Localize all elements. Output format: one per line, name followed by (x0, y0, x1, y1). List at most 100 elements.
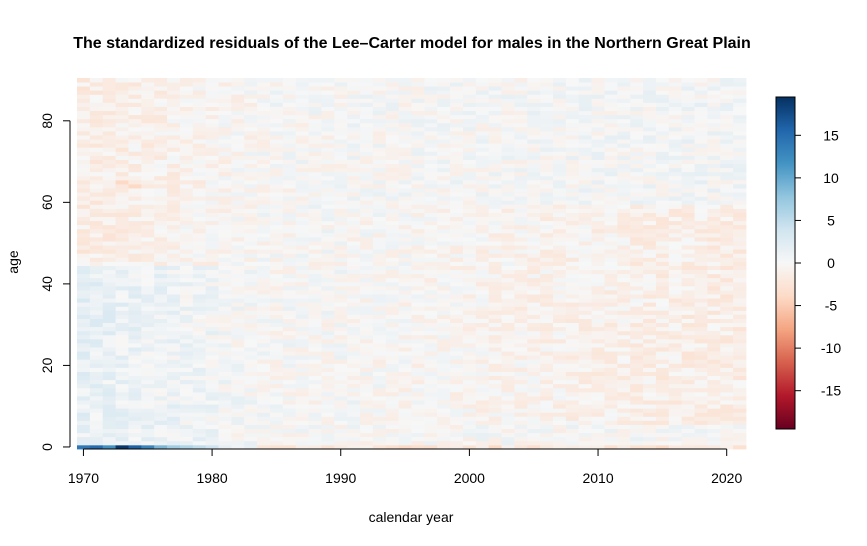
heatmap-cell (681, 143, 695, 148)
heatmap-cell (385, 163, 400, 169)
heatmap-cell (462, 375, 477, 381)
heatmap-cell (141, 245, 155, 250)
heatmap-cell (604, 343, 618, 348)
heatmap-cell (218, 126, 232, 132)
heatmap-cell (231, 261, 245, 266)
heatmap-cell (218, 196, 232, 201)
heatmap-cell (372, 139, 387, 144)
heatmap-cell (720, 338, 734, 344)
heatmap-cell (643, 196, 657, 201)
heatmap-cell (604, 379, 618, 385)
heatmap-cell (462, 184, 477, 189)
heatmap-cell (462, 351, 477, 356)
heatmap-cell (128, 326, 142, 332)
heatmap-cell (128, 396, 142, 401)
heatmap-cell (643, 94, 657, 99)
heatmap-cell (77, 314, 91, 319)
heatmap-cell (218, 265, 232, 271)
heatmap-cell (617, 277, 631, 283)
heatmap-cell (733, 432, 747, 438)
heatmap-cell (462, 122, 477, 128)
heatmap-cell (295, 302, 309, 307)
heatmap-cell (334, 440, 348, 446)
heatmap-cell (501, 269, 515, 275)
heatmap-cell (411, 86, 425, 91)
heatmap-cell (244, 363, 258, 368)
heatmap-cell (462, 188, 477, 193)
heatmap-cell (321, 290, 335, 295)
heatmap-cell (257, 159, 271, 165)
heatmap-cell (720, 428, 734, 434)
heatmap-cell (720, 82, 734, 87)
heatmap-cell (617, 440, 631, 446)
x-axis: 1970 1980 1990 2000 2010 2020 (68, 448, 742, 486)
heatmap-cell (488, 249, 502, 254)
heatmap-cell (282, 440, 297, 446)
heatmap-cell (643, 355, 657, 360)
heatmap-cell (437, 347, 451, 352)
heatmap-cell (411, 269, 425, 275)
heatmap-cell (231, 175, 245, 181)
heatmap-cell (269, 408, 284, 413)
heatmap-cell (321, 318, 335, 324)
heatmap-cell (115, 404, 129, 409)
heatmap-cell (128, 424, 142, 430)
heatmap-cell (179, 179, 194, 185)
heatmap-cell (179, 118, 194, 124)
heatmap-cell (578, 396, 593, 401)
heatmap-cell (372, 257, 387, 262)
heatmap-cell (424, 237, 438, 242)
heatmap-cell (514, 281, 528, 287)
heatmap-cell (360, 363, 374, 368)
heatmap-cell (295, 90, 309, 95)
heatmap-cell (385, 102, 400, 107)
heatmap-cell (360, 147, 374, 152)
heatmap-cell (347, 98, 361, 103)
heatmap-cell (475, 436, 490, 442)
heatmap-cell (77, 188, 91, 193)
heatmap-cell (540, 192, 554, 197)
heatmap-cell (192, 86, 207, 91)
heatmap-cell (89, 298, 104, 303)
heatmap-cell (308, 237, 322, 242)
heatmap-cell (282, 175, 297, 181)
heatmap-cell (360, 179, 374, 185)
heatmap-cell (411, 355, 425, 360)
heatmap-cell (424, 253, 438, 258)
heatmap-cell (668, 416, 683, 421)
heatmap-cell (462, 343, 477, 348)
heatmap-cell (154, 135, 168, 140)
heatmap-cell (411, 135, 425, 140)
heatmap-cell (720, 208, 734, 213)
heatmap-cell (257, 212, 271, 218)
heatmap-cell (102, 424, 116, 430)
heatmap-cell (527, 196, 541, 201)
heatmap-cell (372, 277, 387, 283)
heatmap-cell (707, 171, 721, 177)
heatmap-cell (321, 306, 335, 311)
heatmap-cell (681, 387, 695, 393)
heatmap-cell (475, 139, 490, 144)
heatmap-cell (398, 159, 412, 165)
heatmap-cell (385, 318, 400, 324)
heatmap-cell (128, 106, 142, 112)
heatmap-cell (475, 322, 490, 328)
heatmap-cell (501, 208, 515, 213)
heatmap-cell (295, 314, 309, 319)
heatmap-cell (244, 184, 258, 189)
heatmap-cell (668, 159, 683, 165)
heatmap-cell (360, 167, 374, 173)
heatmap-cell (655, 151, 670, 156)
heatmap-cell (720, 281, 734, 287)
heatmap-cell (154, 424, 168, 430)
heatmap-cell (733, 143, 747, 148)
heatmap-cell (347, 188, 361, 193)
heatmap-cell (462, 318, 477, 324)
heatmap-cell (167, 200, 181, 205)
heatmap-cell (655, 371, 670, 377)
heatmap-cell (668, 188, 683, 193)
heatmap-cell (347, 196, 361, 201)
heatmap-cell (321, 139, 335, 144)
heatmap-cell (514, 192, 528, 197)
heatmap-cell (655, 179, 670, 185)
